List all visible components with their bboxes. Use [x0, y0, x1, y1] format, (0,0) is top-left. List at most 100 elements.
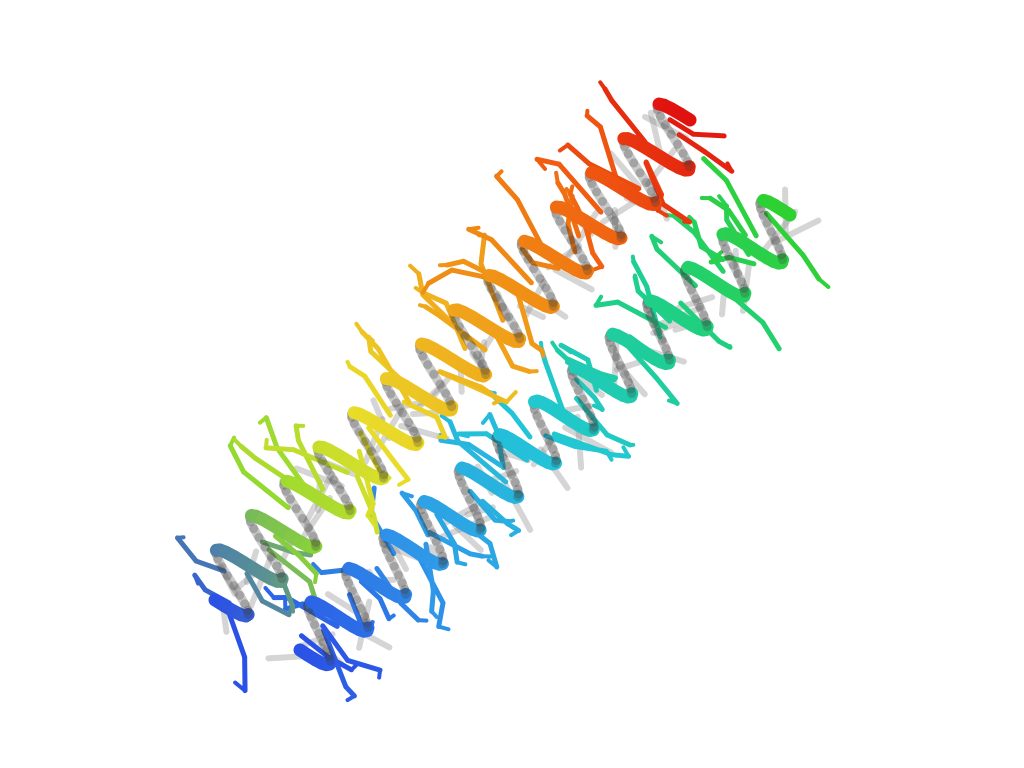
helix-b-ribbon-segment — [397, 578, 410, 595]
helix-b-ribbon-segment — [502, 461, 517, 480]
helix-a-ribbon-segment — [555, 216, 570, 235]
helix-a-side-chain — [602, 86, 615, 103]
helix-b-ribbon-segment — [570, 378, 583, 395]
helix-a-side-chain — [426, 267, 455, 286]
helix-b-side-chain — [816, 277, 831, 289]
helix-a-side-chain — [408, 263, 421, 276]
helix-a-ribbon-segment — [235, 590, 250, 609]
helix-b-side-chain — [630, 254, 636, 264]
helix-b-ribbon-segment — [611, 352, 625, 371]
helix-a-ribbon-segment — [523, 254, 539, 274]
helix-a-side-chain — [494, 173, 520, 203]
helix-a-side-chain — [347, 364, 368, 379]
helix-b-ribbon-segment — [550, 451, 561, 466]
helix-b-side-chain — [455, 438, 509, 485]
helix-b-ribbon-segment — [469, 503, 483, 521]
helix-b-ribbon-segment — [737, 286, 752, 303]
helix-a-side-chain — [174, 535, 199, 564]
helix-b-ribbon-segment — [322, 654, 337, 671]
helix-b-ghost-stick — [390, 543, 409, 572]
helix-a-ribbon-segment — [535, 274, 551, 293]
helix-b-ribbon-segment — [661, 344, 674, 360]
helix-a-ribbon-segment — [217, 562, 232, 581]
helix-a-ribbon-segment — [373, 471, 390, 486]
helix-b-ribbon-segment — [766, 227, 780, 245]
helix-a-side-chain — [175, 535, 186, 540]
helix-a-side-chain — [491, 398, 503, 406]
helix-b-ribbon-segment — [507, 470, 520, 487]
helix-a-side-chain — [529, 341, 545, 354]
helix-a-ribbon-segment — [415, 345, 428, 361]
helix-b-side-chain — [377, 668, 383, 680]
helix-b-ribbon-segment — [774, 243, 787, 260]
helix-a-ribbon-segment — [444, 400, 459, 417]
helix-b-side-chain — [550, 340, 560, 353]
helix-a-side-chain — [232, 437, 244, 449]
helix-b-side-chain — [343, 684, 357, 699]
helix-b-side-chain — [723, 177, 759, 239]
helix-b-side-chain — [543, 433, 578, 449]
helix-b-side-chain — [413, 508, 431, 538]
helix-a-side-chain — [290, 447, 350, 475]
helix-a-side-chain — [530, 260, 561, 271]
helix-b-ribbon-segment — [662, 353, 676, 370]
helix-b-side-chain — [621, 445, 631, 459]
helix-b-ribbon-segment — [344, 578, 357, 596]
helix-a-side-chain — [535, 157, 547, 171]
helix-b-ribbon-segment — [699, 320, 714, 336]
helix-a-side-chain — [725, 161, 734, 174]
helix-b-side-chain — [671, 213, 697, 235]
helix-b-ribbon-segment — [624, 387, 639, 403]
helix-b-side-chain — [574, 395, 610, 438]
helix-b-ribbon-segment — [532, 411, 546, 429]
helix-a-ribbon-segment — [386, 389, 401, 408]
helix-b-ribbon-segment — [699, 310, 711, 327]
helix-b-ghost-stick — [623, 370, 648, 398]
helix-a-ribbon-segment — [513, 329, 525, 344]
helix-b-ribbon-segment — [691, 294, 705, 312]
helix-a-side-chain — [259, 539, 296, 555]
helix-a-ribbon-segment — [298, 514, 313, 533]
helix-a-ribbon-segment — [544, 299, 560, 314]
helix-a-ribbon-segment — [466, 341, 482, 360]
helix-a-ribbon-segment — [303, 523, 318, 541]
helix-a-ribbon-segment — [512, 332, 527, 348]
helix-b-side-chain — [509, 528, 521, 538]
helix-a-side-chain — [362, 373, 393, 418]
helix-b-side-chain — [707, 195, 732, 214]
helix-b-side-chain — [416, 618, 429, 623]
helix-b-side-chain — [506, 518, 516, 524]
helix-b-ribbon-segment — [653, 327, 667, 346]
helix-a-side-chain — [478, 232, 487, 267]
helix-b-ribbon-segment — [645, 311, 659, 329]
helix-a-ribbon-segment — [604, 206, 620, 226]
helix-a-ribbon-segment — [678, 148, 692, 166]
helix-a-ribbon-segment — [460, 331, 476, 351]
helix-a-ribbon-segment — [409, 436, 425, 451]
helix-a-side-chain — [609, 97, 648, 145]
helix-b-side-chain — [559, 343, 573, 355]
helix-b-side-chain — [400, 491, 414, 499]
helix-b-side-chain — [483, 431, 530, 463]
helix-b-ribbon-segment — [536, 419, 550, 437]
helix-a-side-chain — [281, 581, 296, 609]
helix-b-ribbon-segment — [582, 403, 596, 421]
helix-a-ribbon-segment — [423, 360, 439, 379]
helix-a-ribbon-segment — [566, 235, 582, 255]
helix-b-ribbon-segment — [756, 204, 768, 220]
helix-a-ribbon-segment — [213, 554, 227, 572]
helix-b-side-chain — [691, 219, 704, 250]
helix-a-ribbon-segment — [641, 178, 656, 196]
helix-a-ribbon-segment — [519, 246, 533, 264]
helix-b-ribbon-segment — [360, 621, 375, 638]
helix-a-ribbon-segment — [660, 120, 676, 139]
helix-a-ribbon-segment — [666, 129, 683, 149]
helix-a-ribbon-segment — [398, 408, 414, 428]
helix-a-side-chain — [366, 425, 400, 468]
helix-a-side-chain — [263, 415, 280, 451]
helix-a-ribbon-segment — [441, 388, 455, 406]
helix-a-side-chain — [192, 573, 201, 586]
helix-a-side-chain — [365, 501, 376, 518]
helix-a-ribbon-segment — [412, 433, 423, 448]
